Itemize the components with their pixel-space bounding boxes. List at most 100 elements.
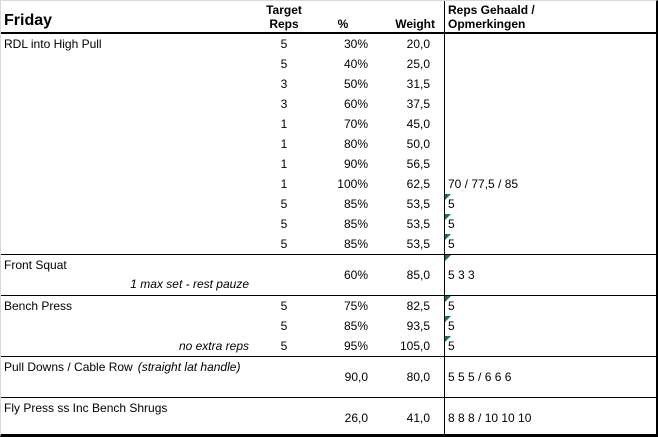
day-title-cell[interactable]: Friday (4, 12, 53, 29)
weight-cell[interactable]: 53,5 (406, 197, 430, 211)
weight-cell[interactable]: 50,0 (406, 137, 430, 151)
percent-cell[interactable]: 85% (343, 217, 368, 231)
error-flag-icon (445, 194, 451, 200)
weight-cell[interactable]: 85,0 (406, 268, 430, 282)
weight-cell[interactable]: 105,0 (399, 339, 430, 353)
result-cell[interactable]: 5 (444, 194, 656, 214)
table-row: Pull Downs / Cable Row (straight lat hand… (1, 357, 656, 397)
result-cell[interactable] (444, 54, 656, 74)
empty-name-cell[interactable] (1, 214, 254, 234)
col-header-result[interactable]: Reps Gehaald / Opmerkingen (444, 1, 656, 32)
target-reps-cell[interactable]: 5 (280, 57, 288, 71)
percent-cell[interactable]: 80% (343, 137, 368, 151)
empty-name-cell[interactable] (1, 316, 254, 336)
weight-cell[interactable]: 45,0 (406, 117, 430, 131)
empty-name-cell[interactable] (1, 174, 254, 194)
target-reps-cell[interactable] (254, 255, 314, 295)
target-reps-cell[interactable]: 1 (280, 137, 288, 151)
percent-cell[interactable]: 90% (343, 157, 368, 171)
weight-cell[interactable]: 62,5 (406, 177, 430, 191)
col-header-percent[interactable]: % (337, 17, 349, 31)
weight-cell[interactable]: 80,0 (406, 370, 430, 384)
percent-cell[interactable]: 85% (343, 197, 368, 211)
set-note-cell[interactable]: no extra reps (178, 339, 249, 353)
percent-cell[interactable]: 40% (343, 57, 368, 71)
target-reps-cell[interactable]: 5 (280, 319, 288, 333)
target-reps-cell[interactable]: 5 (280, 299, 288, 313)
weight-cell[interactable]: 41,0 (406, 411, 430, 425)
target-reps-cell[interactable]: 5 (280, 197, 288, 211)
exercise-name: Fly Press ss Inc Bench Shrugs (4, 401, 168, 415)
weight-cell[interactable]: 20,0 (406, 37, 430, 51)
result-cell[interactable]: 5 (444, 336, 656, 356)
target-reps-cell[interactable]: 1 (280, 157, 288, 171)
target-reps-cell[interactable]: 5 (280, 37, 288, 51)
target-reps-cell[interactable]: 5 (280, 339, 288, 353)
target-reps-cell[interactable]: 1 (280, 177, 288, 191)
target-reps-cell[interactable]: 3 (280, 77, 288, 91)
percent-cell[interactable]: 60% (343, 268, 368, 282)
empty-name-cell[interactable] (1, 234, 254, 254)
result-cell[interactable] (444, 94, 656, 114)
result-cell[interactable]: 70 / 77,5 / 85 (444, 174, 656, 194)
percent-cell[interactable]: 90,0 (344, 370, 368, 384)
result-cell[interactable]: 5 (444, 234, 656, 254)
result-cell[interactable] (444, 154, 656, 174)
percent-cell[interactable]: 30% (343, 37, 368, 51)
exercise-name-cell[interactable]: Pull Downs / Cable Row (straight lat hand… (1, 357, 254, 397)
exercise-section: RDL into High Pull 5 30% 20,0 5 40% 25,0 3 50% 31… (1, 34, 656, 254)
percent-cell[interactable]: 50% (343, 77, 368, 91)
target-reps-cell[interactable] (254, 357, 314, 397)
weight-cell[interactable]: 93,5 (406, 319, 430, 333)
empty-name-cell[interactable] (1, 54, 254, 74)
empty-name-cell[interactable] (1, 194, 254, 214)
result-cell[interactable]: 8 8 8 / 10 10 10 (444, 398, 656, 434)
target-reps-cell[interactable]: 5 (280, 237, 288, 251)
percent-cell[interactable]: 85% (343, 319, 368, 333)
target-reps-cell[interactable] (254, 398, 314, 434)
result-cell[interactable]: 5 (444, 316, 656, 336)
empty-name-cell[interactable] (1, 94, 254, 114)
weight-cell[interactable]: 53,5 (406, 217, 430, 231)
percent-cell[interactable]: 70% (343, 117, 368, 131)
empty-name-cell[interactable] (1, 114, 254, 134)
result-cell[interactable] (444, 34, 656, 54)
col-header-result-line1: Reps Gehaald / (448, 3, 535, 17)
result-cell[interactable] (444, 74, 656, 94)
percent-cell[interactable]: 95% (343, 339, 368, 353)
weight-cell[interactable]: 82,5 (406, 299, 430, 313)
exercise-name-cell[interactable]: Bench Press (4, 299, 73, 313)
target-reps-cell[interactable]: 3 (280, 97, 288, 111)
col-header-target-reps[interactable]: Target Reps (254, 1, 314, 32)
percent-cell[interactable]: 60% (343, 97, 368, 111)
col-header-weight[interactable]: Weight (395, 17, 435, 31)
table-row: 5 85% 53,5 5 (1, 194, 656, 214)
result-cell[interactable]: 5 (444, 296, 656, 316)
weight-cell[interactable]: 37,5 (406, 97, 430, 111)
target-reps-cell[interactable]: 1 (280, 117, 288, 131)
percent-cell[interactable]: 26,0 (344, 411, 368, 425)
result-cell[interactable] (444, 114, 656, 134)
result-cell[interactable] (444, 134, 656, 154)
exercise-name-cell[interactable]: Front Squat 1 max set - rest pauze (1, 255, 254, 295)
col-header-target-line1: Target (266, 3, 302, 17)
set-note-cell: 1 max set - rest pauze (130, 277, 249, 291)
empty-name-cell[interactable] (1, 154, 254, 174)
weight-cell[interactable]: 53,5 (406, 237, 430, 251)
weight-cell[interactable]: 25,0 (406, 57, 430, 71)
result-text: 5 3 3 (448, 268, 475, 282)
weight-cell[interactable]: 31,5 (406, 77, 430, 91)
exercise-name-cell[interactable]: RDL into High Pull (4, 37, 102, 51)
percent-cell[interactable]: 85% (343, 237, 368, 251)
result-cell[interactable]: 5 3 3 (444, 255, 656, 295)
empty-name-cell[interactable] (1, 134, 254, 154)
exercise-name-cell[interactable]: Fly Press ss Inc Bench Shrugs (1, 398, 254, 434)
table-row: 3 50% 31,5 (1, 74, 656, 94)
result-cell[interactable]: 5 5 5 / 6 6 6 (444, 357, 656, 397)
weight-cell[interactable]: 56,5 (406, 157, 430, 171)
result-cell[interactable]: 5 (444, 214, 656, 234)
percent-cell[interactable]: 100% (337, 177, 368, 191)
target-reps-cell[interactable]: 5 (280, 217, 288, 231)
percent-cell[interactable]: 75% (343, 299, 368, 313)
empty-name-cell[interactable] (1, 74, 254, 94)
